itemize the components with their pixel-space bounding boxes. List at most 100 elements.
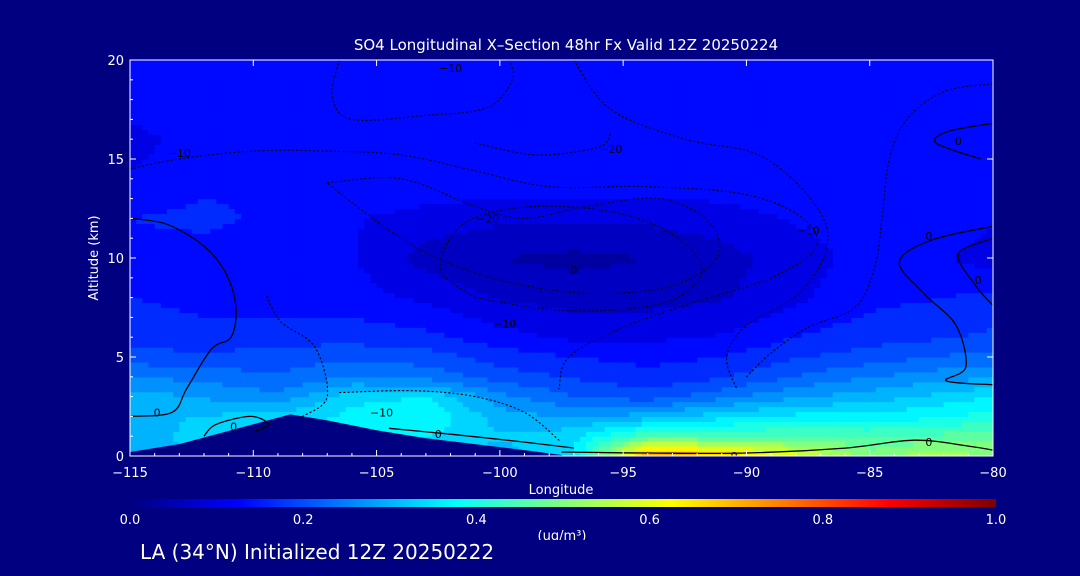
field-cell — [795, 361, 803, 368]
field-cell — [536, 401, 544, 408]
field-cell — [579, 436, 587, 442]
field-cell — [660, 352, 667, 358]
field-cell — [616, 431, 624, 437]
field-cell — [629, 386, 637, 393]
field-cell — [764, 436, 772, 442]
field-cell — [265, 347, 273, 353]
field-cell — [925, 292, 932, 299]
field-cell — [610, 342, 618, 348]
field-cell — [635, 431, 643, 437]
field-cell — [610, 292, 618, 299]
field-cell — [512, 431, 519, 437]
field-cell — [956, 292, 963, 299]
field-cell — [857, 451, 865, 456]
field-cell — [450, 307, 458, 314]
field-cell — [345, 327, 353, 333]
field-cell — [339, 376, 347, 383]
field-cell — [284, 357, 291, 363]
field-cell — [166, 287, 174, 294]
field-cell — [875, 317, 883, 323]
field-cell — [925, 327, 932, 333]
field-cell — [487, 406, 495, 413]
field-cell — [906, 396, 914, 403]
field-cell — [456, 302, 464, 309]
field-cell — [758, 357, 766, 363]
field-cell — [906, 446, 914, 452]
field-cell — [912, 322, 920, 328]
field-cell — [808, 411, 815, 417]
field-cell — [290, 322, 298, 328]
field-cell — [438, 297, 445, 304]
field-cell — [290, 287, 298, 294]
field-cell — [512, 386, 519, 393]
field-cell — [253, 371, 261, 378]
field-cell — [247, 391, 254, 398]
field-cell — [758, 292, 766, 299]
field-cell — [635, 401, 643, 408]
field-cell — [604, 352, 612, 358]
field-cell — [314, 282, 322, 289]
field-cell — [808, 287, 815, 294]
field-cell — [197, 287, 205, 294]
field-cell — [727, 366, 735, 373]
field-cell — [444, 411, 452, 417]
field-cell — [376, 322, 384, 328]
field-cell — [690, 342, 698, 348]
field-cell — [524, 421, 532, 427]
field-cell — [475, 441, 482, 447]
field-cell — [327, 406, 335, 413]
field-cell — [709, 302, 717, 309]
field-cell — [228, 411, 236, 417]
field-cell — [795, 337, 803, 343]
field-cell — [684, 337, 692, 343]
field-cell — [653, 342, 661, 348]
field-cell — [801, 307, 809, 314]
field-cell — [814, 317, 821, 323]
field-cell — [752, 361, 760, 368]
field-cell — [401, 381, 408, 388]
field-cell — [925, 406, 932, 413]
field-cell — [697, 337, 704, 343]
field-cell — [604, 342, 612, 348]
field-cell — [259, 386, 267, 393]
field-cell — [203, 406, 211, 413]
field-cell — [487, 302, 495, 309]
field-cell — [401, 386, 408, 393]
field-cell — [555, 406, 563, 413]
field-cell — [425, 307, 433, 314]
field-cell — [203, 391, 211, 398]
field-cell — [752, 337, 760, 343]
field-cell — [302, 396, 310, 403]
field-cell — [980, 441, 988, 447]
field-cell — [179, 292, 187, 299]
field-cell — [653, 381, 661, 388]
field-cell — [277, 292, 285, 299]
field-cell — [154, 441, 162, 447]
field-cell — [518, 361, 526, 368]
field-cell — [240, 357, 248, 363]
field-cell — [968, 421, 976, 427]
field-cell — [875, 406, 883, 413]
field-cell — [160, 366, 168, 373]
field-cell — [956, 352, 963, 358]
field-cell — [882, 317, 889, 323]
field-cell — [401, 287, 408, 294]
field-cell — [838, 441, 846, 447]
field-cell — [456, 357, 464, 363]
field-cell — [623, 287, 630, 294]
field-cell — [456, 361, 464, 368]
field-cell — [296, 376, 304, 383]
field-cell — [481, 297, 489, 304]
field-cell — [653, 322, 661, 328]
field-cell — [277, 406, 285, 413]
field-cell — [925, 342, 932, 348]
field-cell — [758, 426, 766, 432]
field-cell — [623, 347, 630, 353]
field-cell — [808, 361, 815, 368]
field-cell — [487, 396, 495, 403]
field-cell — [536, 406, 544, 413]
field-cell — [401, 332, 408, 338]
field-cell — [838, 411, 846, 417]
field-cell — [931, 297, 939, 304]
field-cell — [579, 337, 587, 343]
